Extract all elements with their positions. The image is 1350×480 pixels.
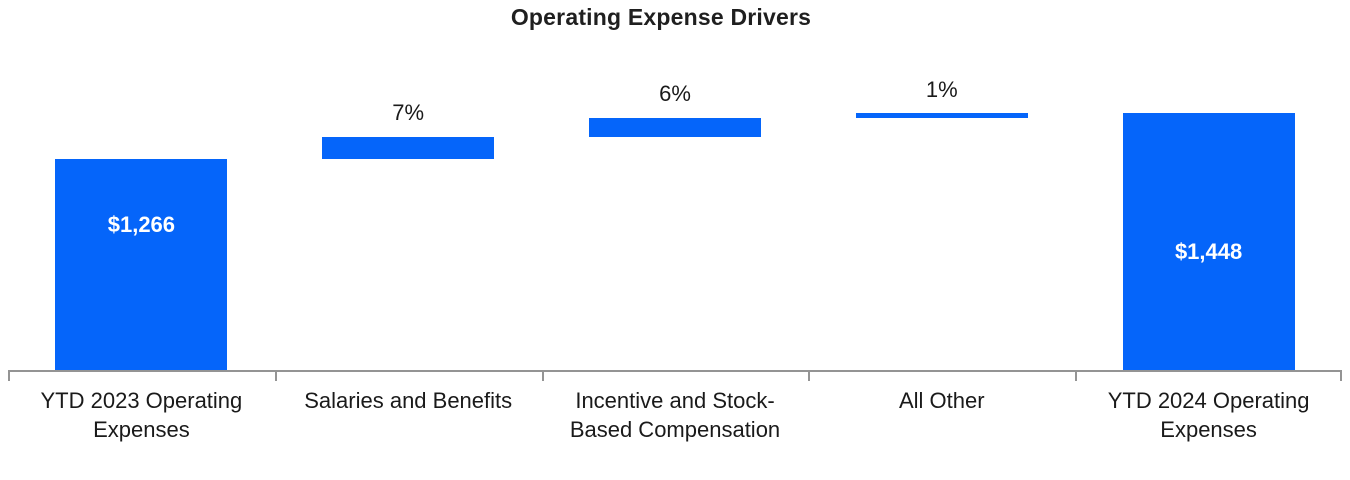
axis-tick xyxy=(541,370,544,381)
axis-tick xyxy=(1075,370,1078,381)
bar-3 xyxy=(589,117,761,137)
axis-tick xyxy=(808,370,811,381)
x-axis-line xyxy=(8,370,1342,372)
bar-2 xyxy=(322,136,495,159)
bar-pct-label: 1% xyxy=(925,77,958,103)
bar-value-label: $1,448 xyxy=(1174,239,1243,264)
chart-title: Operating Expense Drivers xyxy=(510,4,812,30)
axis-tick xyxy=(8,370,10,381)
category-label: Salaries and Benefits xyxy=(304,388,513,413)
axis-tick xyxy=(1340,370,1342,381)
bar-1 xyxy=(55,159,228,370)
bar-5 xyxy=(1122,113,1295,370)
category-label: Incentive and Stock-Based Compensation xyxy=(569,388,781,442)
bar-4 xyxy=(855,113,1028,118)
bar-pct-label: 6% xyxy=(659,80,691,106)
category-label: All Other xyxy=(899,388,985,413)
category-label: YTD 2023 Operating Expenses xyxy=(40,388,243,442)
bar-pct-label: 7% xyxy=(392,99,425,125)
axis-tick xyxy=(274,370,277,381)
category-label: YTD 2024 Operating Expenses xyxy=(1107,388,1310,442)
bar-value-label: $1,266 xyxy=(107,212,176,237)
